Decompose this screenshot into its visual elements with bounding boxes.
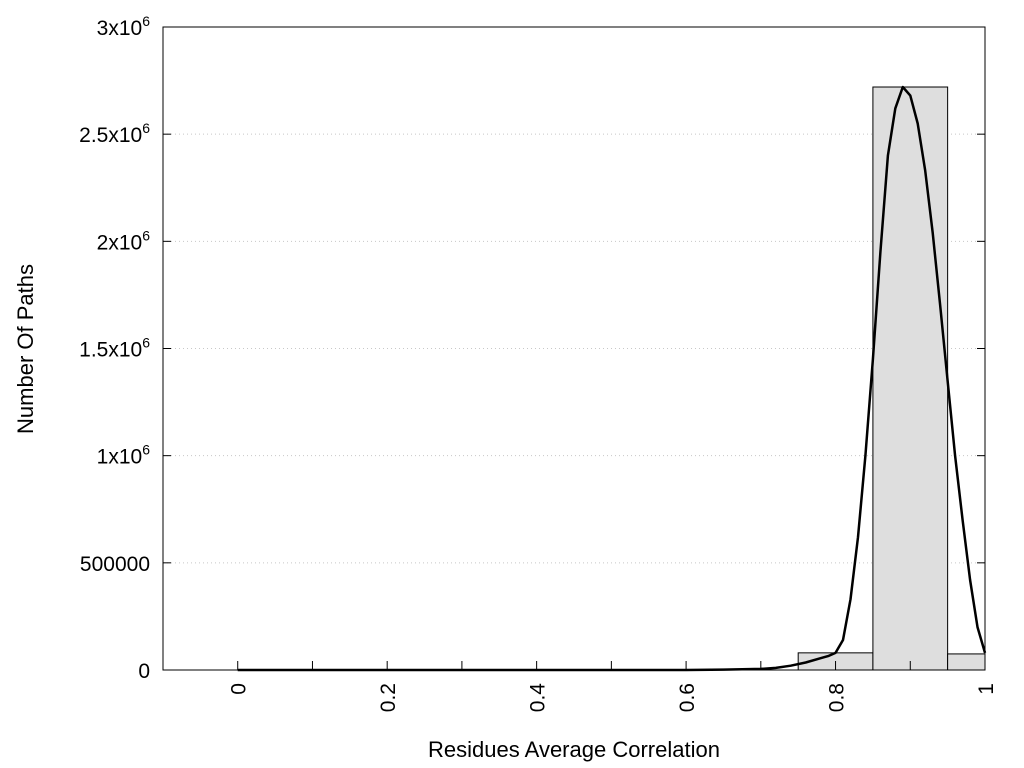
y-tick-label-exponent: 6 [142, 335, 150, 351]
x-tick-label: 0 [228, 683, 251, 695]
x-tick-label: 0.4 [527, 683, 550, 713]
y-tick-label-exponent: 6 [142, 227, 150, 243]
x-tick-label: 1 [975, 683, 998, 695]
y-tick-label: 1x106 [97, 442, 151, 469]
plot-area-frame [162, 26, 986, 671]
y-tick-label: 1.5x106 [79, 335, 150, 362]
histogram-bar [872, 86, 949, 671]
x-tick-label: 0.6 [676, 683, 699, 712]
histogram-bar [947, 653, 986, 671]
y-tick-label: 3x106 [97, 13, 151, 40]
y-axis-title: Number Of Paths [13, 264, 38, 434]
y-tick-label-exponent: 6 [142, 120, 150, 136]
x-tick-labels: 0 0.2 0.4 0.6 0.8 1 [228, 683, 998, 713]
x-tick-label: 0.8 [826, 683, 849, 712]
y-tick-label: 2.5x106 [79, 120, 150, 147]
y-tick-label: 2x106 [97, 227, 151, 254]
y-tick-label-exponent: 6 [142, 13, 150, 29]
y-tick-label: 500000 [80, 553, 150, 576]
y-tick-labels: 0 500000 1x106 1.5x106 2x106 2.5x106 3x106 [79, 13, 150, 683]
y-tick-label: 0 [138, 660, 150, 683]
bars [797, 86, 986, 671]
x-axis-title: Residues Average Correlation [428, 737, 720, 762]
axis-ticks [163, 26, 986, 671]
y-tick-label-exponent: 6 [142, 442, 150, 458]
x-tick-label: 0.2 [377, 683, 400, 712]
grid-lines [163, 133, 985, 564]
